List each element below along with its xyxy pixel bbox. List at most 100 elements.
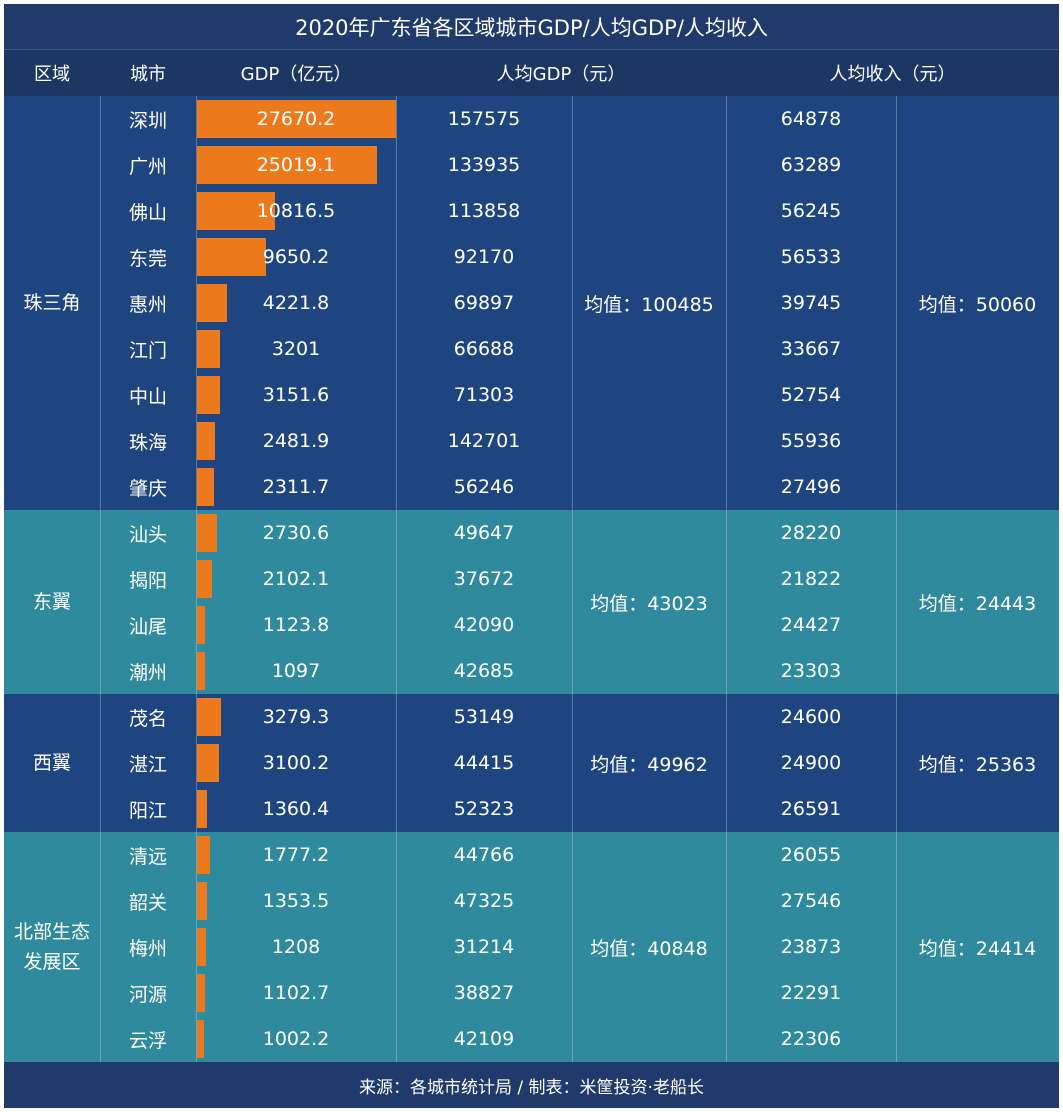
gdp-per-capita-value: 56246 xyxy=(453,476,515,498)
gdp-per-capita-value: 92170 xyxy=(453,246,515,268)
city-name: 中山 xyxy=(128,385,167,408)
gdp-value: 3201 xyxy=(271,338,321,360)
city-name: 惠州 xyxy=(128,293,167,316)
gdp-per-capita-value: 133935 xyxy=(447,154,521,176)
income-per-capita-average: 均值：24443 xyxy=(918,592,1037,615)
gdp-per-capita-value: 71303 xyxy=(453,384,515,406)
region-name: 珠三角 xyxy=(23,292,81,314)
gdp-bar xyxy=(197,744,220,782)
header-city: 城市 xyxy=(130,64,166,85)
city-name: 汕尾 xyxy=(128,615,167,638)
income-per-capita-value: 33667 xyxy=(780,338,842,360)
gdp-per-capita-value: 66688 xyxy=(453,338,515,360)
gdp-bar xyxy=(197,652,205,690)
column-divider xyxy=(100,96,101,1062)
gdp-value: 1102.7 xyxy=(262,982,330,1004)
gdp-bar xyxy=(197,698,221,736)
gdp-per-capita-value: 44766 xyxy=(453,844,515,866)
income-per-capita-value: 26591 xyxy=(780,798,842,820)
gdp-value: 1777.2 xyxy=(262,844,330,866)
city-name: 云浮 xyxy=(128,1029,167,1052)
city-name: 肇庆 xyxy=(128,477,167,500)
gdp-bar xyxy=(197,882,207,920)
income-per-capita-value: 56533 xyxy=(780,246,842,268)
gdp-per-capita-value: 53149 xyxy=(453,706,515,728)
gdp-per-capita-value: 42109 xyxy=(453,1028,515,1050)
gdp-bar xyxy=(197,468,214,506)
city-name: 阳江 xyxy=(128,799,167,822)
gdp-per-capita-average: 均值：49962 xyxy=(590,753,708,776)
gdp-bar xyxy=(197,100,396,138)
income-per-capita-value: 56245 xyxy=(780,200,842,222)
gdp-per-capita-value: 37672 xyxy=(453,568,515,590)
city-name: 潮州 xyxy=(128,661,167,684)
gdp-per-capita-average: 均值：100485 xyxy=(584,293,714,316)
income-per-capita-value: 39745 xyxy=(780,292,842,314)
region-name: 东翼 xyxy=(32,591,71,613)
city-name: 江门 xyxy=(128,339,167,362)
gdp-value: 2311.7 xyxy=(262,476,330,498)
gdp-value: 2730.6 xyxy=(262,522,330,544)
gdp-per-capita-value: 42090 xyxy=(453,614,515,636)
city-name: 珠海 xyxy=(128,431,167,454)
income-per-capita-value: 27496 xyxy=(780,476,842,498)
gdp-bar xyxy=(197,560,213,598)
city-name: 梅州 xyxy=(128,937,167,960)
gdp-bar xyxy=(197,606,206,644)
income-per-capita-value: 22306 xyxy=(780,1028,842,1050)
table-header: 区域 城市 GDP（亿元） 人均GDP（元） 人均收入（元） xyxy=(4,50,1059,96)
gdp-value: 3100.2 xyxy=(262,752,330,774)
city-name: 揭阳 xyxy=(128,569,167,592)
city-name: 汕头 xyxy=(128,523,167,546)
income-per-capita-value: 21822 xyxy=(780,568,842,590)
city-name: 清远 xyxy=(128,845,167,868)
gdp-value: 1208 xyxy=(271,936,321,958)
income-per-capita-value: 64878 xyxy=(780,108,842,130)
gdp-bar xyxy=(197,192,275,230)
gdp-per-capita-value: 157575 xyxy=(447,108,521,130)
region-band xyxy=(4,694,1059,832)
column-divider xyxy=(196,96,197,1062)
gdp-value: 3279.3 xyxy=(262,706,330,728)
gdp-per-capita-value: 69897 xyxy=(453,292,515,314)
region-band xyxy=(4,832,1059,1062)
city-name: 广州 xyxy=(128,155,167,178)
city-name: 韶关 xyxy=(128,891,167,914)
income-per-capita-value: 23303 xyxy=(780,660,842,682)
gdp-per-capita-value: 52323 xyxy=(453,798,515,820)
gdp-value: 9650.2 xyxy=(262,246,330,268)
income-per-capita-average: 均值：50060 xyxy=(918,293,1037,316)
gdp-bar xyxy=(197,514,217,552)
source-footer: 来源：各城市统计局 / 制表：米筐投资·老船长 xyxy=(4,1062,1059,1108)
gdp-bar xyxy=(197,146,377,184)
city-name: 深圳 xyxy=(128,109,167,132)
gdp-bar xyxy=(197,238,267,276)
gdp-bar xyxy=(197,330,221,368)
gdp-bar xyxy=(197,284,228,322)
column-divider xyxy=(896,96,897,1062)
income-per-capita-value: 52754 xyxy=(780,384,842,406)
gdp-per-capita-average: 均值：40848 xyxy=(590,937,708,960)
gdp-value: 1353.5 xyxy=(262,890,330,912)
header-gdp: GDP（亿元） xyxy=(240,64,352,85)
city-name: 茂名 xyxy=(128,707,167,730)
income-per-capita-average: 均值：25363 xyxy=(918,753,1037,776)
gdp-bar xyxy=(197,422,215,460)
gdp-per-capita-value: 38827 xyxy=(453,982,515,1004)
city-name: 佛山 xyxy=(128,201,167,224)
income-per-capita-average: 均值：24414 xyxy=(918,937,1037,960)
income-per-capita-value: 22291 xyxy=(780,982,842,1004)
region-name: 西翼 xyxy=(32,752,71,774)
gdp-per-capita-value: 42685 xyxy=(453,660,515,682)
gdp-per-capita-value: 31214 xyxy=(453,936,515,958)
column-divider xyxy=(726,96,727,1062)
column-divider xyxy=(396,96,397,1062)
gdp-value: 1360.4 xyxy=(262,798,330,820)
gdp-value: 2481.9 xyxy=(262,430,330,452)
gdp-bar xyxy=(197,790,207,828)
chart-title: 2020年广东省各区域城市GDP/人均GDP/人均收入 xyxy=(4,4,1059,50)
gdp-per-capita-value: 44415 xyxy=(453,752,515,774)
gdp-value: 2102.1 xyxy=(262,568,330,590)
region-band xyxy=(4,510,1059,694)
gdp-value: 1097 xyxy=(271,660,321,682)
